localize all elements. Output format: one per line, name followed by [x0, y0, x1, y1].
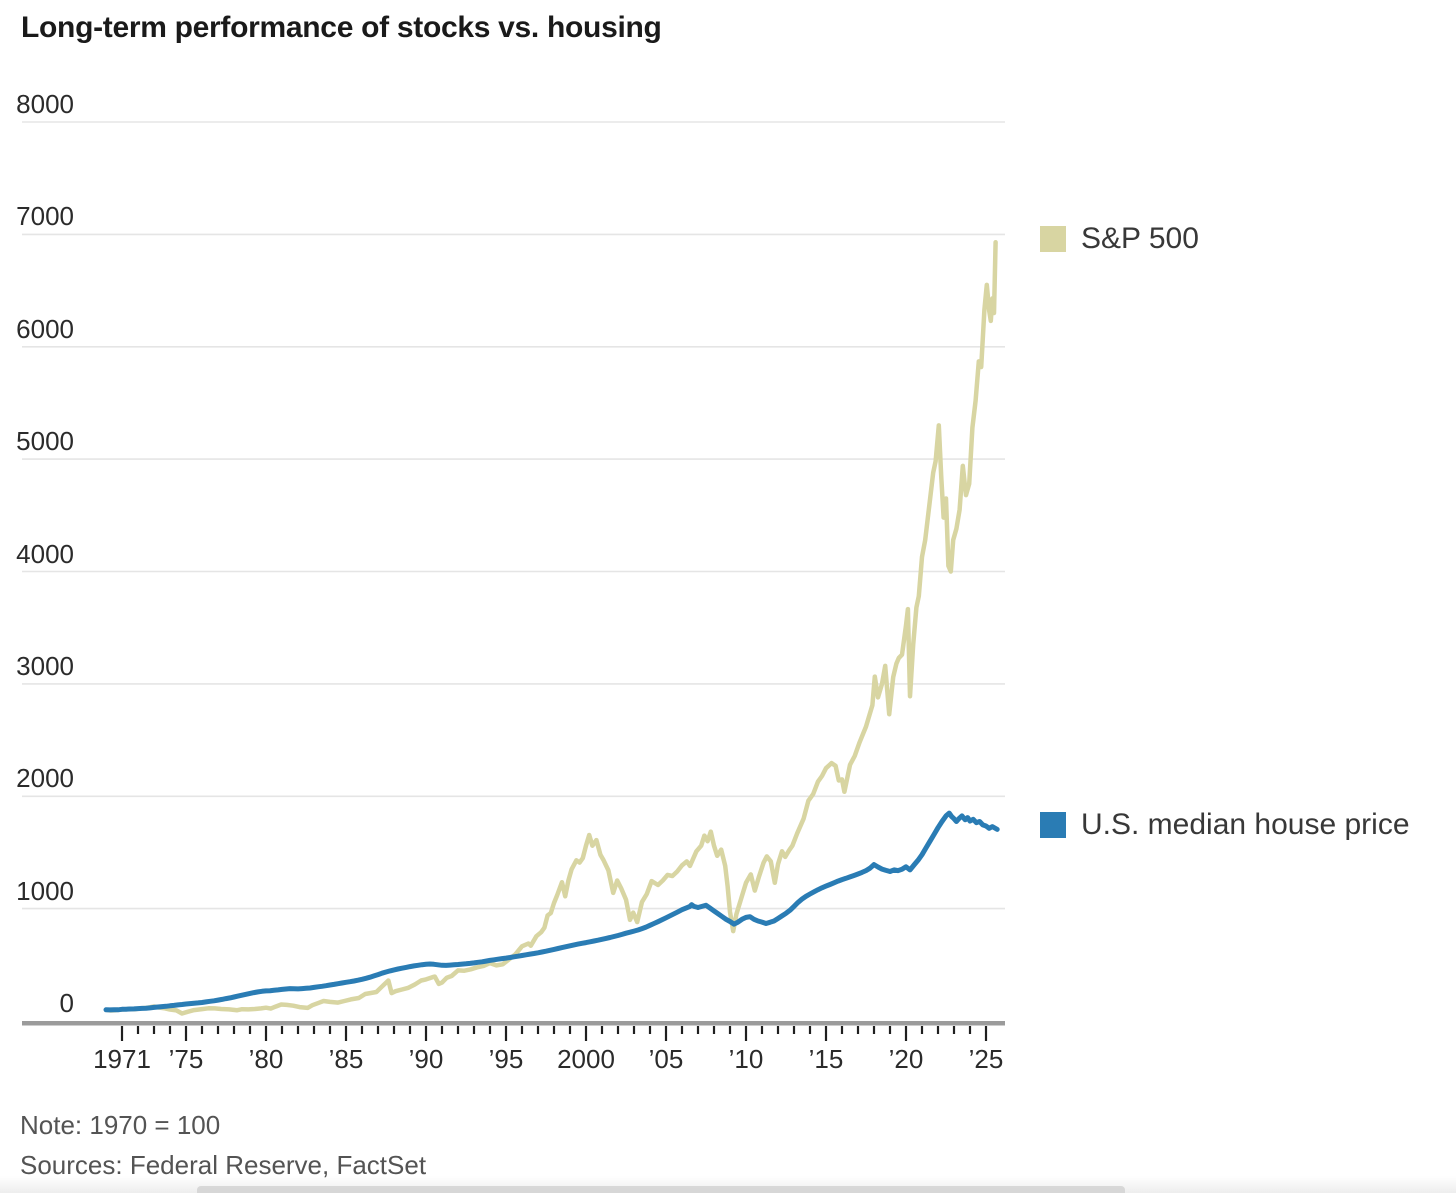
series-line-sp500: [103, 239, 998, 1016]
legend-swatch-house-price: [1040, 812, 1066, 838]
y-tick-label: 0: [59, 988, 74, 1018]
legend-item-house-price: U.S. median house price: [1040, 808, 1410, 842]
y-tick-label: 3000: [16, 651, 74, 681]
x-tick-label: ’25: [968, 1044, 1004, 1074]
chart-title: Long-term performance of stocks vs. hous…: [21, 11, 662, 44]
y-tick-label: 5000: [16, 426, 74, 456]
legend-label-sp500: S&P 500: [1081, 222, 1199, 255]
page-fold-bar: [197, 1186, 1125, 1193]
x-tick-label: ’90: [408, 1044, 444, 1074]
x-tick-label: 1971: [93, 1044, 151, 1074]
y-tick-label: 8000: [16, 89, 74, 119]
y-tick-label: 1000: [16, 876, 74, 906]
x-tick-label: ’10: [728, 1044, 764, 1074]
x-tick-label: 2000: [557, 1044, 615, 1074]
plot-svg: [22, 121, 1005, 1041]
x-tick-label: ’95: [488, 1044, 524, 1074]
x-tick-label: ’75: [168, 1044, 204, 1074]
x-tick-label: ’80: [248, 1044, 284, 1074]
y-tick-label: 6000: [16, 314, 74, 344]
legend-label-house-price: U.S. median house price: [1081, 808, 1410, 841]
y-tick-label: 7000: [16, 201, 74, 231]
x-tick-label: ’20: [888, 1044, 924, 1074]
y-tick-label: 2000: [16, 763, 74, 793]
x-tick-label: ’15: [808, 1044, 844, 1074]
y-tick-label: 4000: [16, 539, 74, 569]
x-tick-label: ’85: [328, 1044, 364, 1074]
chart-sources: Sources: Federal Reserve, FactSet: [20, 1150, 427, 1180]
series-line-us-median-house-price: [103, 810, 1000, 1013]
x-axis-line: [22, 1021, 1005, 1026]
legend-swatch-sp500: [1040, 226, 1066, 252]
legend-item-sp500: S&P 500: [1040, 222, 1199, 256]
chart-note: Note: 1970 = 100: [20, 1110, 221, 1140]
x-tick-label: ’05: [648, 1044, 684, 1074]
